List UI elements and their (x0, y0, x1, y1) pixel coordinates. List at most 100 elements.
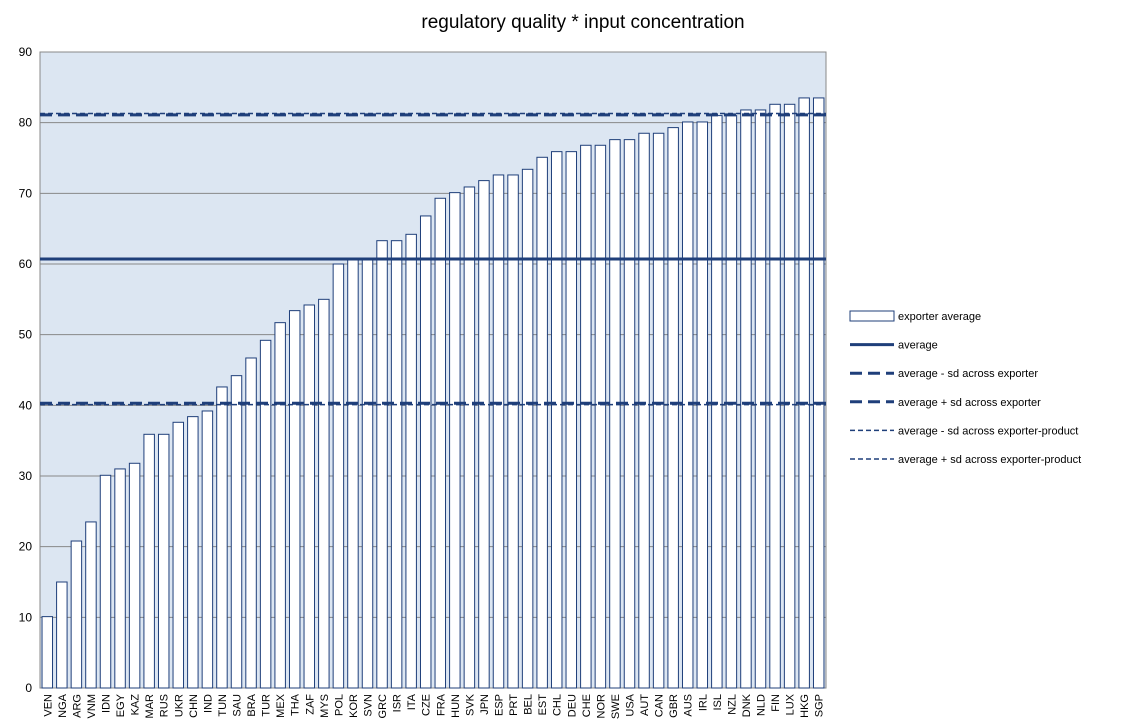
bar (230, 375, 243, 689)
y-tick-label: 40 (19, 398, 33, 412)
x-tick-label: KAZ (130, 694, 142, 716)
x-tick-label: MAR (144, 694, 156, 719)
bar (288, 310, 301, 689)
bar (652, 132, 665, 689)
x-tick-label: SVK (464, 693, 476, 716)
bar (478, 180, 490, 689)
x-tick-label: DNK (741, 693, 753, 717)
bar (41, 616, 54, 689)
x-tick-label: EGY (115, 693, 127, 717)
y-tick-label: 60 (19, 257, 33, 271)
x-tick-label: SGP (814, 694, 826, 717)
y-tick-label: 50 (19, 328, 33, 342)
bar (303, 304, 316, 689)
bar (157, 433, 170, 689)
y-tick-label: 80 (19, 116, 33, 130)
legend-label: exporter average (898, 311, 981, 323)
x-tick-label: BRA (246, 693, 258, 716)
x-tick-label: IND (202, 694, 214, 713)
bar (623, 139, 636, 689)
x-tick-label: EST (537, 694, 549, 716)
bar (245, 357, 257, 689)
legend-label: average - sd across exporter-product (898, 425, 1078, 437)
x-tick-label: USA (625, 693, 637, 716)
bar (638, 132, 650, 689)
chart-title: regulatory quality * input concentration (421, 12, 744, 33)
x-tick-label: LUX (785, 693, 797, 715)
x-tick-label: ISR (392, 694, 404, 712)
x-tick-label: ISL (712, 694, 724, 711)
bar (143, 433, 155, 689)
x-tick-label: PRT (508, 694, 520, 716)
bar (740, 109, 752, 689)
x-tick-label: NZL (726, 694, 738, 715)
x-tick-label: SWE (610, 694, 622, 719)
x-tick-label: HUN (450, 694, 462, 718)
bar (463, 186, 476, 689)
bar (376, 240, 388, 689)
x-tick-label: CHL (552, 694, 564, 716)
x-tick-label: KOR (348, 694, 360, 718)
x-tick-label: AUT (639, 694, 651, 716)
x-tick-label: NOR (595, 694, 607, 719)
bar (347, 257, 359, 689)
x-tick-label: NGA (57, 693, 69, 718)
bar (390, 240, 403, 689)
bar (507, 174, 519, 689)
bar (594, 144, 607, 689)
x-tick-label: ITA (406, 693, 418, 710)
x-tick-label: JPN (479, 694, 491, 715)
bar (56, 581, 68, 689)
x-tick-label: VNM (86, 694, 98, 718)
legend-label: average + sd across exporter-product (898, 454, 1081, 466)
x-tick-label: GBR (668, 694, 680, 718)
x-tick-label: NLD (756, 694, 768, 716)
y-tick-label: 0 (25, 681, 32, 695)
bar (754, 109, 767, 689)
x-tick-label: BEL (523, 694, 535, 715)
x-tick-label: FIN (770, 694, 782, 712)
x-tick-label: DEU (566, 694, 578, 717)
x-tick-label: CZE (421, 694, 433, 716)
bar (259, 339, 272, 689)
x-tick-label: FRA (435, 693, 447, 716)
x-tick-label: IDN (101, 694, 113, 713)
bar (550, 151, 563, 689)
legend-label: average + sd across exporter (898, 397, 1041, 409)
x-tick-label: MYS (319, 694, 331, 718)
bar (419, 215, 432, 689)
bar (187, 416, 199, 689)
x-tick-label: UKR (173, 694, 185, 717)
x-tick-label: ARG (71, 694, 83, 718)
y-tick-label: 30 (19, 469, 33, 483)
y-tick-label: 20 (19, 540, 33, 554)
bar (405, 233, 417, 689)
bar (332, 263, 345, 689)
x-tick-label: HKG (799, 694, 811, 718)
legend-label: average - sd across exporter (898, 368, 1038, 380)
y-tick-label: 10 (19, 610, 33, 624)
bar (318, 298, 330, 689)
x-tick-label: CHN (188, 694, 200, 718)
bar (492, 174, 505, 689)
legend-swatch (849, 310, 895, 322)
x-tick-label: AUS (683, 694, 695, 717)
plot-area (39, 51, 827, 689)
bar (274, 322, 286, 689)
x-tick-label: CHE (581, 694, 593, 717)
bar (128, 462, 141, 689)
bar (812, 97, 825, 689)
bar (70, 540, 83, 689)
bar (361, 257, 374, 689)
bar (521, 168, 534, 689)
bar (216, 386, 228, 689)
x-tick-label: VEN (42, 694, 54, 717)
x-tick-label: SAU (232, 694, 244, 717)
bar (172, 421, 185, 689)
y-tick-label: 90 (19, 45, 33, 59)
x-tick-label: POL (333, 694, 345, 716)
x-tick-label: CAN (654, 694, 666, 717)
x-tick-label: TUR (261, 694, 273, 717)
bar (667, 127, 679, 689)
